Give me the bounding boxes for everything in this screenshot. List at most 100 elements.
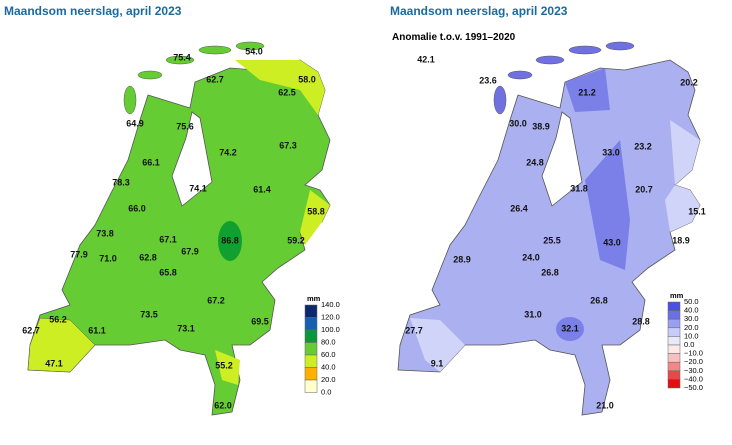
value-label: 71.0 — [99, 253, 117, 263]
legend-unit: mm — [670, 291, 684, 300]
value-label: 67.3 — [279, 140, 297, 150]
value-label: 43.0 — [603, 237, 621, 247]
value-label: 62.7 — [206, 74, 224, 84]
value-label: 66.0 — [128, 203, 146, 213]
value-label: 61.1 — [88, 325, 106, 335]
value-label: 54.0 — [245, 46, 263, 56]
value-label: 62.8 — [139, 252, 157, 262]
legend-label: 40.0 — [321, 362, 336, 371]
legend-label: 0.0 — [684, 340, 694, 349]
value-label: 62.7 — [22, 325, 40, 335]
value-label: 26.8 — [590, 295, 608, 305]
legend-swatch — [304, 329, 318, 343]
value-label: 25.5 — [543, 235, 561, 245]
legend-label: 0.0 — [321, 387, 331, 396]
value-label: 20.7 — [635, 184, 653, 194]
value-label: 73.8 — [96, 228, 114, 238]
legend-swatch — [667, 361, 681, 372]
value-label: 58.8 — [307, 206, 325, 216]
legend-label: −50.0 — [684, 383, 703, 392]
value-label: 55.2 — [215, 360, 233, 370]
title: Maandsom neerslag, april 2023 — [390, 4, 568, 18]
value-label: 18.9 — [672, 235, 690, 245]
legend-swatch — [304, 317, 318, 331]
legend-label: −10.0 — [684, 349, 703, 358]
value-label: 69.5 — [251, 316, 269, 326]
value-label: 15.1 — [688, 206, 706, 216]
value-label: 26.8 — [541, 267, 559, 277]
legend-swatch — [667, 336, 681, 346]
legend-swatch — [304, 342, 318, 356]
value-label: 73.5 — [140, 309, 158, 319]
value-label: 9.1 — [431, 358, 444, 368]
legend-swatch — [667, 301, 681, 311]
value-label: 64.9 — [126, 118, 144, 128]
legend-swatch — [667, 370, 681, 380]
legend-swatch — [667, 379, 681, 389]
value-label: 28.8 — [632, 316, 650, 326]
value-label: 58.0 — [298, 74, 316, 84]
legend-swatch — [304, 354, 318, 368]
value-label: 33.0 — [602, 147, 620, 157]
value-label: 77.9 — [70, 249, 88, 259]
value-label: 66.1 — [142, 157, 160, 167]
legend-label: 20.0 — [684, 323, 699, 332]
value-label: 65.8 — [159, 267, 177, 277]
value-label: 67.2 — [207, 295, 225, 305]
value-label: 26.4 — [510, 203, 528, 213]
value-label: 21.2 — [578, 87, 596, 97]
legend-label: −30.0 — [684, 366, 703, 375]
map-left — [27, 41, 331, 416]
legend-swatch — [667, 327, 681, 337]
value-label: 62.0 — [214, 400, 232, 410]
value-label: 75.6 — [176, 121, 194, 131]
value-label: 28.9 — [453, 254, 471, 264]
value-label: 42.1 — [417, 54, 435, 64]
legend-label: 80.0 — [321, 337, 336, 346]
value-label: 21.0 — [596, 400, 614, 410]
legend-unit: mm — [307, 294, 321, 303]
value-label: 24.8 — [526, 157, 544, 167]
legend-swatch — [304, 379, 318, 393]
value-label: 32.1 — [561, 323, 579, 333]
legend-label: −20.0 — [684, 357, 703, 366]
value-label: 62.5 — [278, 87, 296, 97]
value-label: 78.3 — [112, 177, 130, 187]
value-label: 67.9 — [181, 246, 199, 256]
value-label: 67.1 — [159, 234, 177, 244]
legend-label: 10.0 — [684, 331, 699, 340]
value-label: 73.1 — [177, 323, 195, 333]
legend-label: 40.0 — [684, 306, 699, 315]
legend-label: 120.0 — [321, 312, 340, 321]
legend-swatch — [304, 367, 318, 381]
legend-label: −40.0 — [684, 374, 703, 383]
legend-swatch — [667, 344, 681, 354]
map-right — [397, 41, 701, 416]
value-label: 23.2 — [634, 141, 652, 151]
title: Maandsom neerslag, april 2023 — [4, 4, 182, 18]
value-label: 27.7 — [405, 325, 423, 335]
legend-label: 100.0 — [321, 325, 340, 334]
legend-label: 60.0 — [321, 350, 336, 359]
value-label: 74.2 — [219, 147, 237, 157]
value-label: 59.2 — [287, 235, 305, 245]
value-label: 31.0 — [524, 309, 542, 319]
value-label: 56.2 — [49, 314, 67, 324]
legend-swatch — [667, 310, 681, 320]
legend-swatch — [667, 353, 681, 363]
value-label: 31.8 — [570, 183, 588, 193]
value-label: 86.8 — [221, 235, 239, 245]
legend-label: 140.0 — [321, 300, 340, 309]
value-label: 24.0 — [522, 252, 540, 262]
value-label: 20.2 — [680, 77, 698, 87]
value-label: 75.4 — [173, 52, 191, 62]
value-label: 61.4 — [253, 184, 271, 194]
legend-label: 50.0 — [684, 297, 699, 306]
value-label: 30.0 — [509, 118, 527, 128]
legend-swatch — [304, 304, 318, 318]
value-label: 47.1 — [45, 358, 63, 368]
value-label: 38.9 — [532, 121, 550, 131]
legend-label: 30.0 — [684, 314, 699, 323]
legend-swatch — [667, 318, 681, 329]
